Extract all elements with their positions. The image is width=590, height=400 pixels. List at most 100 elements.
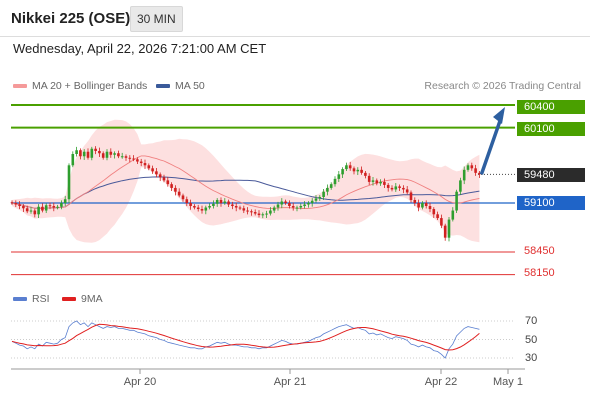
candle-body	[364, 172, 367, 176]
candle-body	[383, 181, 386, 185]
candle-body	[333, 178, 337, 185]
legend-bollinger: MA 20 + Bollinger Bands	[13, 80, 147, 92]
legend-bollinger-label: MA 20 + Bollinger Bands	[32, 80, 148, 92]
candle-body	[117, 153, 120, 157]
candle-body	[405, 189, 409, 193]
rsi-panel	[11, 320, 515, 359]
candle-body	[128, 157, 132, 159]
candle-body	[147, 165, 151, 169]
candle-body	[44, 205, 48, 211]
bollinger-swatch-icon	[13, 84, 27, 89]
x-label-apr22: Apr 22	[424, 376, 458, 388]
candles	[10, 146, 481, 242]
candle-body	[250, 211, 253, 213]
legend-rsi-label: RSI	[32, 293, 50, 305]
candle-body	[29, 210, 33, 212]
candle-body	[25, 208, 29, 212]
level-tag-s2: 58150	[524, 267, 555, 279]
x-label-may1: May 1	[493, 376, 523, 388]
candle-body	[272, 207, 276, 211]
timeframe-button[interactable]: 30 MIN	[130, 6, 183, 32]
candle-body	[22, 206, 25, 209]
candle-body	[155, 171, 158, 175]
candle-body	[341, 169, 344, 175]
candle-body	[139, 161, 143, 164]
ma50-line	[11, 176, 480, 209]
candle-body	[56, 206, 59, 208]
rsi-line	[11, 320, 480, 359]
time-axis	[11, 368, 525, 374]
candle-body	[375, 180, 379, 184]
candle-body	[18, 204, 21, 207]
candle-body	[436, 214, 439, 219]
candle-body	[322, 191, 325, 197]
candle-body	[177, 191, 181, 196]
candle-body	[329, 184, 333, 188]
candle-body	[41, 206, 44, 211]
candle-body	[71, 154, 75, 166]
candle-body	[82, 151, 86, 157]
candle-body	[432, 209, 436, 215]
candle-body	[223, 201, 227, 203]
candle-body	[204, 207, 208, 211]
candle-body	[242, 208, 246, 211]
candle-body	[276, 204, 280, 208]
moving-averages	[11, 155, 480, 209]
candle-body	[462, 169, 466, 181]
instrument-title: Nikkei 225 (OSE)	[11, 10, 131, 27]
level-tag-r2: 60400	[517, 100, 585, 114]
candle-body	[113, 153, 116, 155]
candle-body	[33, 210, 37, 215]
candle-body	[196, 207, 200, 210]
candle-body	[455, 191, 458, 211]
rsi-ma-line	[11, 323, 480, 351]
candle-body	[288, 203, 291, 207]
candle-body	[101, 153, 105, 158]
candle-body	[261, 214, 265, 216]
candle-body	[402, 187, 405, 190]
candle-body	[390, 187, 394, 190]
candle-body	[185, 199, 189, 203]
candle-body	[440, 218, 443, 226]
candle-body	[174, 187, 177, 192]
candle-body	[52, 206, 56, 208]
candle-body	[75, 150, 78, 154]
candle-body	[337, 174, 341, 179]
rsi-tick-70: 70	[525, 315, 538, 327]
legend-ma50: MA 50	[156, 80, 205, 92]
candle-body	[386, 184, 390, 188]
candle-body	[345, 165, 348, 170]
candle-body	[170, 184, 173, 188]
chart-datetime: Wednesday, April 22, 2026 7:21:00 AM CET	[13, 41, 267, 56]
candle-body	[459, 180, 462, 192]
legend-rsi-ma: 9MA	[62, 293, 103, 305]
forecast-arrow-head	[493, 107, 505, 124]
candle-body	[63, 199, 67, 203]
level-tag-r1: 60100	[517, 122, 585, 136]
candle-body	[151, 168, 154, 172]
candle-body	[132, 158, 135, 160]
candle-body	[280, 201, 284, 205]
candle-body	[212, 203, 215, 207]
candle-body	[398, 186, 401, 188]
candle-body	[227, 201, 230, 205]
candle-body	[193, 206, 196, 208]
candle-body	[417, 203, 420, 208]
candle-body	[60, 203, 63, 207]
bollinger-band-area	[12, 119, 480, 243]
candle-body	[443, 225, 447, 238]
candle-body	[94, 148, 97, 151]
candle-body	[79, 150, 82, 157]
candle-body	[200, 209, 204, 211]
last-price-tag: 59480	[517, 168, 585, 182]
candle-body	[219, 199, 223, 203]
candle-body	[189, 203, 192, 207]
legend-rsi-ma-label: 9MA	[81, 293, 103, 305]
candle-body	[352, 168, 356, 172]
rsi-ma-swatch-icon	[62, 297, 76, 302]
candle-body	[360, 169, 363, 173]
candle-body	[284, 201, 287, 203]
level-lines	[11, 104, 515, 276]
candle-body	[295, 207, 299, 209]
